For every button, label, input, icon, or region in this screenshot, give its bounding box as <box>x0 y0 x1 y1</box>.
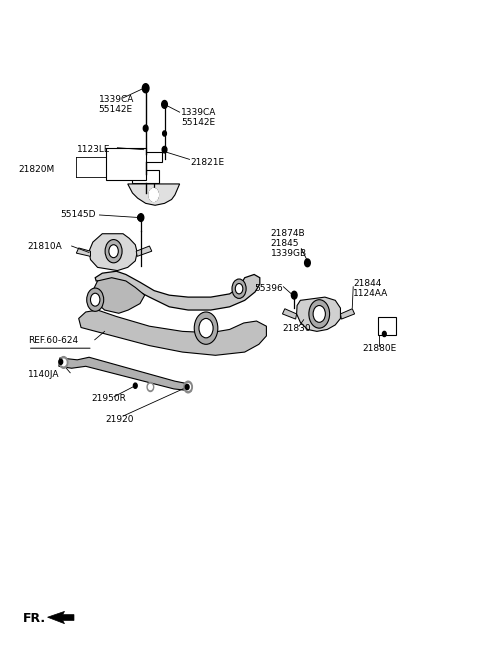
Circle shape <box>149 189 158 201</box>
Text: 21820M: 21820M <box>18 164 55 174</box>
Polygon shape <box>92 278 145 313</box>
Text: 21874B
21845
1339GB: 21874B 21845 1339GB <box>271 229 307 258</box>
Text: 21844
1124AA: 21844 1124AA <box>353 279 388 299</box>
Circle shape <box>149 189 158 201</box>
Text: 21810A: 21810A <box>28 242 62 251</box>
Polygon shape <box>48 611 74 624</box>
Polygon shape <box>128 184 180 205</box>
Circle shape <box>235 284 243 294</box>
Circle shape <box>383 331 386 337</box>
Circle shape <box>232 279 246 299</box>
Polygon shape <box>136 246 152 256</box>
Circle shape <box>148 384 152 390</box>
Text: 1140JA: 1140JA <box>28 369 59 379</box>
Polygon shape <box>340 309 355 319</box>
FancyBboxPatch shape <box>132 170 159 183</box>
Text: REF.60-624: REF.60-624 <box>28 336 78 345</box>
Polygon shape <box>95 271 260 310</box>
Text: FR.: FR. <box>23 612 46 625</box>
Circle shape <box>199 318 213 338</box>
Circle shape <box>147 383 154 392</box>
Circle shape <box>133 383 137 388</box>
Circle shape <box>163 131 167 136</box>
Text: 1123LE: 1123LE <box>77 145 111 154</box>
Text: 21920: 21920 <box>106 415 134 424</box>
Polygon shape <box>297 297 340 331</box>
Circle shape <box>105 240 122 263</box>
Circle shape <box>59 359 63 364</box>
Circle shape <box>138 215 142 220</box>
Circle shape <box>305 259 310 267</box>
Circle shape <box>138 214 144 221</box>
Circle shape <box>150 191 157 200</box>
Circle shape <box>144 125 148 132</box>
Polygon shape <box>76 248 91 256</box>
Circle shape <box>185 384 189 390</box>
Text: 21821E: 21821E <box>191 158 225 167</box>
Circle shape <box>309 300 330 328</box>
FancyBboxPatch shape <box>129 151 162 162</box>
Text: 1339CA
55142E: 1339CA 55142E <box>98 95 134 114</box>
Polygon shape <box>59 357 192 391</box>
Polygon shape <box>89 234 137 271</box>
Polygon shape <box>282 309 297 319</box>
FancyBboxPatch shape <box>106 148 145 180</box>
Circle shape <box>143 84 149 93</box>
Text: 55396: 55396 <box>254 284 283 293</box>
Text: 55145D: 55145D <box>61 210 96 219</box>
Circle shape <box>60 356 68 368</box>
Circle shape <box>184 381 192 393</box>
Circle shape <box>91 293 100 306</box>
Circle shape <box>61 359 66 365</box>
Circle shape <box>291 291 297 299</box>
Text: 21880E: 21880E <box>362 344 397 352</box>
Circle shape <box>194 312 218 345</box>
Circle shape <box>87 288 104 311</box>
Circle shape <box>186 384 191 390</box>
Polygon shape <box>79 310 266 355</box>
Circle shape <box>162 147 167 153</box>
Text: 21830: 21830 <box>282 324 311 333</box>
FancyBboxPatch shape <box>378 317 396 335</box>
Text: 21950R: 21950R <box>91 394 126 403</box>
Text: 1339CA
55142E: 1339CA 55142E <box>181 107 216 127</box>
Circle shape <box>109 245 118 257</box>
Circle shape <box>162 100 168 108</box>
Circle shape <box>313 305 325 322</box>
